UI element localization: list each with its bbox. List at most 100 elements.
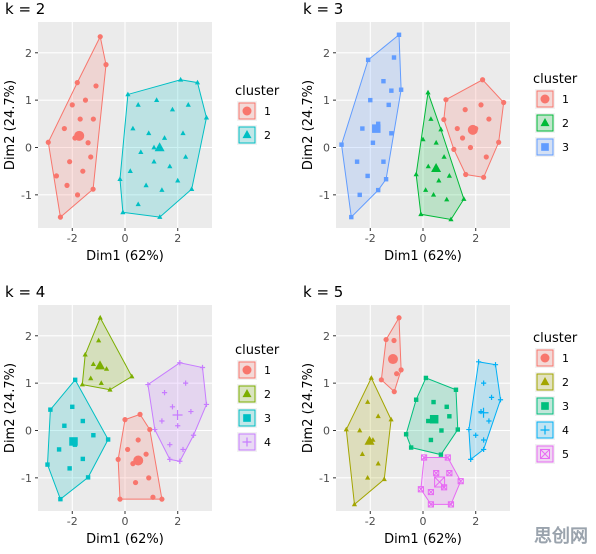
point (103, 366, 110, 371)
point (97, 34, 103, 40)
point (391, 389, 397, 395)
point (143, 182, 149, 188)
point (120, 209, 126, 215)
point (388, 416, 394, 422)
x-tick-label: 0 (420, 232, 427, 245)
legend-label: 2 (562, 117, 569, 130)
point (478, 102, 484, 108)
x-tick-label: 0 (122, 232, 129, 245)
point (451, 146, 457, 152)
point (375, 121, 381, 127)
point (167, 442, 173, 448)
point (146, 475, 152, 481)
legend-label: 2 (264, 129, 271, 142)
point (85, 140, 91, 146)
point (115, 456, 121, 462)
legend-symbol (243, 414, 251, 422)
point (125, 91, 131, 97)
point (425, 163, 431, 169)
point (486, 116, 492, 122)
legend-symbol (540, 425, 550, 435)
legend-symbol (540, 377, 550, 386)
point (425, 89, 431, 95)
point (381, 159, 386, 164)
point (396, 32, 402, 37)
point (154, 97, 160, 102)
legend-symbol (541, 143, 549, 151)
point (161, 390, 168, 396)
point (79, 381, 85, 387)
point (64, 182, 70, 188)
legend-symbol (242, 130, 252, 139)
point (147, 426, 153, 433)
point (93, 83, 99, 89)
point (357, 192, 362, 198)
point (486, 418, 492, 424)
x-tick-label: 0 (420, 515, 427, 528)
point (418, 211, 424, 217)
point (45, 139, 51, 145)
cluster-center (364, 435, 375, 445)
point (127, 168, 133, 173)
point (159, 418, 165, 424)
point (132, 479, 139, 486)
point (117, 496, 123, 502)
legend-label: 1 (562, 93, 569, 106)
point (177, 458, 183, 464)
point (426, 418, 431, 424)
point (88, 154, 94, 160)
x-tick-label: 2 (174, 515, 181, 528)
point (80, 418, 86, 424)
point (183, 154, 189, 159)
point (69, 102, 75, 108)
point (447, 414, 452, 419)
point (67, 159, 73, 165)
point (381, 476, 387, 482)
point (146, 130, 152, 136)
legend-label: 3 (562, 141, 569, 154)
point (365, 57, 371, 63)
cluster-center (429, 414, 439, 424)
point (453, 387, 459, 392)
x-tick-label: 2 (174, 232, 181, 245)
panel: k = 5 -2 0 2 -1 0 1 2 Dim1 (62%) Dim2 (24.7%) clus… (301, 283, 578, 547)
cluster-center (154, 142, 165, 152)
legend-symbol (242, 437, 252, 447)
point (497, 397, 504, 403)
point (365, 399, 371, 404)
cluster-center (387, 354, 398, 365)
y-tick-label: -1 (21, 189, 32, 202)
panel-title: k = 5 (303, 283, 343, 301)
panel: k = 4 -2 0 2 -1 0 1 2 Dim1 (62%) Dim2 (24.7%) clus… (3, 283, 280, 547)
legend-label: 1 (264, 105, 271, 118)
point (125, 446, 131, 453)
point (96, 337, 102, 343)
legend-symbol (242, 106, 252, 116)
y-tick-label: -1 (319, 189, 330, 202)
y-tick-label: 2 (323, 330, 330, 343)
point (135, 201, 141, 207)
cluster-hull (81, 316, 133, 391)
point (466, 426, 472, 433)
point (152, 426, 158, 433)
point (444, 454, 451, 461)
legend-title: cluster (533, 72, 578, 87)
point (151, 158, 157, 164)
y-tick-label: 2 (323, 47, 330, 60)
y-tick-label: 1 (25, 94, 32, 107)
point (53, 173, 60, 179)
point (481, 380, 487, 386)
point (82, 351, 88, 357)
point (463, 171, 469, 178)
point (177, 360, 183, 366)
point (137, 411, 143, 417)
cluster-center (133, 455, 144, 466)
point (438, 452, 444, 457)
point (180, 446, 186, 453)
point (441, 116, 447, 123)
point (183, 380, 189, 386)
point (203, 114, 210, 120)
point (454, 125, 460, 132)
x-axis-label: Dim1 (62%) (86, 532, 164, 547)
